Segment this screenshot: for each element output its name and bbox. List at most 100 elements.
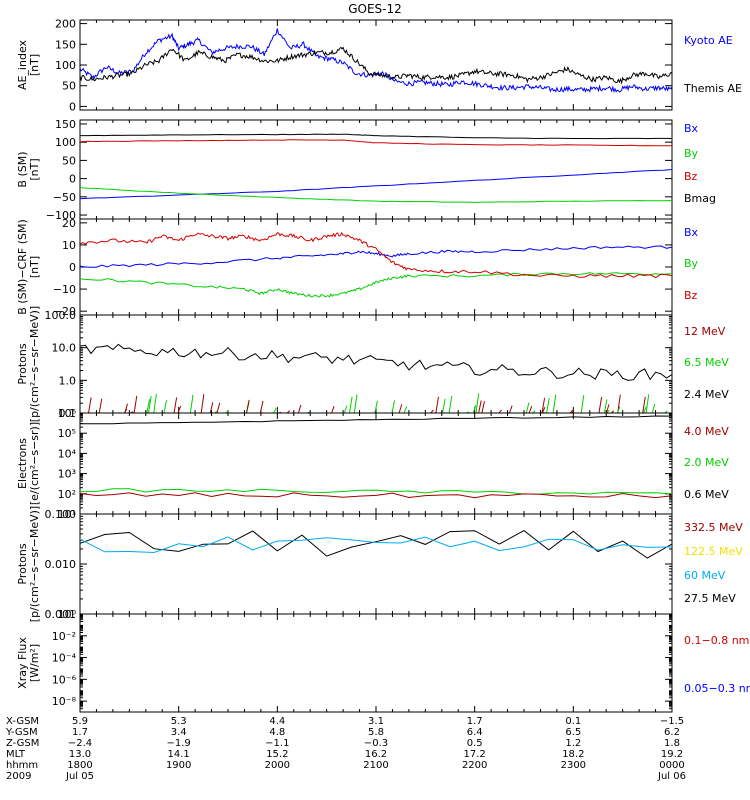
legend-entry: 2.4 MeV <box>684 388 729 401</box>
channel-spike <box>528 405 533 414</box>
channel-spike <box>442 398 446 414</box>
time-axis-labels: X-GSMY-GSMZ-GSMMLThhmm20095.91.7−2.413.0… <box>5 716 686 782</box>
legend-entry: 0.05−0.3 nr <box>684 682 750 695</box>
channel-spike <box>146 399 151 414</box>
y-axis-label: Protons <box>16 543 29 584</box>
time-axis-value: 6.4 <box>467 727 483 738</box>
time-axis-value: Jul 05 <box>65 771 94 782</box>
channel-spike <box>475 393 480 414</box>
y-tick-label: 10¹ <box>58 508 76 521</box>
time-axis-value: 3.4 <box>171 727 187 738</box>
y-tick-label: 100.0 <box>45 309 77 322</box>
time-axis-value: 1.7 <box>72 727 88 738</box>
time-axis-value: −0.3 <box>364 738 388 749</box>
time-axis-value: 3.1 <box>368 716 384 727</box>
y-tick-label: 10⁻⁸ <box>52 695 77 708</box>
series-line-bz <box>79 231 673 279</box>
y-tick-label: 0.1 <box>59 407 77 420</box>
time-axis-row-label: hhmm <box>6 760 38 771</box>
y-axis-label: [p/(cm²−s−sr−MeV)] <box>28 506 41 622</box>
time-axis-value: −1.9 <box>167 738 191 749</box>
channel-spike <box>651 403 656 414</box>
legend-entry: Bx <box>684 122 699 135</box>
y-tick-label: −20 <box>53 305 76 318</box>
panel-frame <box>79 218 673 316</box>
time-axis-value: 5.8 <box>368 727 384 738</box>
time-axis-value: 14.1 <box>168 749 190 760</box>
legend-entry: Bmag <box>684 192 716 205</box>
y-tick-label: 0.001 <box>45 608 77 621</box>
time-axis-value: 18.2 <box>562 749 584 760</box>
time-axis-value: 6.2 <box>664 727 680 738</box>
figure-title: GOES-12 <box>348 2 402 16</box>
time-axis-value: −1.1 <box>265 738 289 749</box>
channel-spike <box>642 396 646 414</box>
time-axis-value: 4.8 <box>269 727 285 738</box>
time-axis-row-label: Y-GSM <box>5 727 38 738</box>
time-axis-value: 1.7 <box>467 716 483 727</box>
channel-spike <box>189 394 194 414</box>
time-axis-value: −1.5 <box>660 716 684 727</box>
channel-spike <box>124 403 128 414</box>
legend-entry: By <box>684 147 699 160</box>
panel-1: 0 50 100 150 200 AE_index [nT] Kyoto AE Themis A… <box>16 18 742 114</box>
series-line-4-0-mev <box>79 492 673 499</box>
channel-spike <box>603 399 608 414</box>
time-axis-value: 2300 <box>561 760 586 771</box>
channel-spike <box>643 406 647 414</box>
time-axis-row-label: 2009 <box>6 771 31 782</box>
legend-entry: 12 MeV <box>684 325 726 338</box>
time-axis-value: 5.9 <box>72 716 88 727</box>
channel-spike <box>430 409 434 414</box>
channel-spike <box>343 405 348 414</box>
legend-entry: Kyoto AE <box>684 34 733 47</box>
channel-spike <box>541 397 546 414</box>
channel-spike <box>541 406 546 414</box>
y-axis-label: B (SM)−CRF (SM) <box>16 219 29 315</box>
channel-spike <box>498 409 503 414</box>
y-tick-label: −10 <box>53 283 76 296</box>
time-axis-value: 0.5 <box>467 738 483 749</box>
channel-spike <box>391 400 396 414</box>
time-axis-value: 19.2 <box>661 749 683 760</box>
y-tick-label: 10⁶ <box>58 407 77 420</box>
legend-entry: 0.1−0.8 nm <box>684 634 749 647</box>
channel-spike <box>98 398 103 414</box>
legend-entry: Bz <box>684 170 698 183</box>
time-axis-value: 13.0 <box>69 749 91 760</box>
channel-spike <box>481 400 485 414</box>
channel-spike <box>88 397 92 414</box>
legend-entry: 27.5 MeV <box>684 592 736 605</box>
channel-spike <box>580 395 585 414</box>
panel-frame <box>79 513 673 615</box>
y-tick-label: 10.0 <box>52 342 77 355</box>
series-line-bz <box>79 139 672 147</box>
panel-7: 10⁻⁸ 10⁻⁶ 10⁻⁴ 10⁻² 10⁰ Xray Flux [W/m²] 0.1−0.… <box>16 608 750 713</box>
panel-6: 0.001 0.010 0.100 Protons [p/(cm²−s−sr−MeV)]… <box>16 506 743 622</box>
legend-entry: Bx <box>684 226 699 239</box>
legend-entry: 4.0 MeV <box>684 425 729 438</box>
channel-spike <box>645 394 650 414</box>
series-line-27-5-mev <box>79 530 673 559</box>
y-tick-label: 10⁵ <box>58 427 76 440</box>
y-axis-label: [e/(cm²−s−sr)] <box>28 422 41 505</box>
channel-spike <box>353 394 358 414</box>
y-axis-label: Xray Flux <box>16 637 29 689</box>
channel-spike <box>153 393 157 414</box>
channel-spike <box>598 397 603 414</box>
channel-spike <box>331 406 335 414</box>
channel-spike <box>509 405 513 414</box>
legend-entry: 60 MeV <box>684 569 726 582</box>
time-axis-row-label: Z-GSM <box>6 738 39 749</box>
panel-4: 0.1 1.0 10.0 100.0 Protons [p/(cm²−s−sr−MeV)]… <box>16 306 729 422</box>
panel-5: 10¹ 10² 10³ 10⁴ 10⁵ 10⁶ Electrons [e/(cm²−s−sr)… <box>16 407 729 521</box>
time-axis-row-label: X-GSM <box>6 716 39 727</box>
channel-spike <box>177 405 182 414</box>
channel-spike <box>616 406 621 414</box>
y-tick-label: 10⁻² <box>52 630 76 643</box>
legend-entry: 0.6 MeV <box>684 488 729 501</box>
legend-entry: 2.0 MeV <box>684 456 729 469</box>
channel-spike <box>273 408 277 414</box>
channel-spike <box>216 402 221 414</box>
